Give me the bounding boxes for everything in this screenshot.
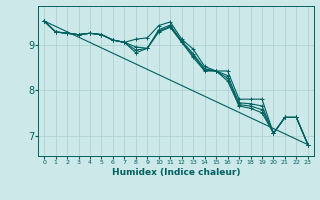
X-axis label: Humidex (Indice chaleur): Humidex (Indice chaleur) <box>112 168 240 177</box>
